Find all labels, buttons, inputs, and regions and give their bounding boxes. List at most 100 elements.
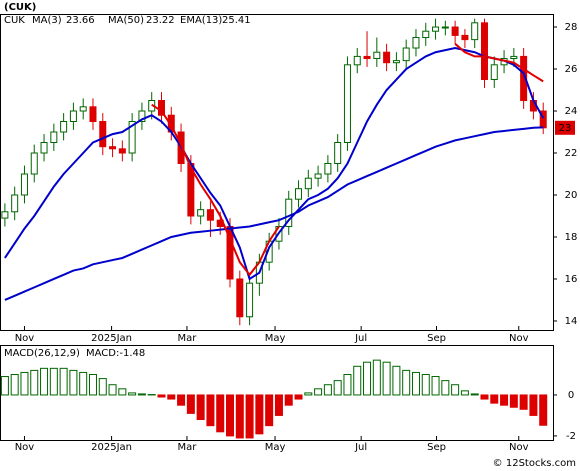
macd-bar: [255, 394, 264, 435]
legend-name: EMA(13): [180, 15, 222, 26]
x-tick-label: Jul: [354, 333, 367, 344]
macd-bar: [49, 367, 58, 396]
chart-title: (CUK): [4, 2, 36, 13]
macd-bar: [411, 371, 420, 396]
candle-body: [69, 110, 77, 123]
candle-body: [157, 100, 165, 116]
candle-body: [206, 209, 214, 221]
macd-bar: [304, 392, 313, 396]
macd-bar: [490, 394, 499, 404]
candle-body: [246, 282, 254, 318]
macd-value-label: MACD:-1.48: [86, 348, 145, 359]
x-tick-label: Nov: [15, 442, 35, 453]
candle-body: [324, 162, 332, 175]
macd-bar: [216, 394, 225, 433]
watermark: © 12Stocks.com: [493, 458, 576, 469]
candle-body: [304, 177, 312, 190]
macd-bar: [206, 394, 215, 427]
macd-bar: [284, 394, 293, 406]
candle-body: [99, 121, 107, 148]
y-tick-label: 14: [565, 316, 578, 327]
y-tick-label: 28: [565, 22, 578, 33]
candle-body: [285, 198, 293, 227]
macd-bar: [314, 388, 323, 396]
candle-body: [11, 194, 19, 213]
macd-bar: [20, 371, 29, 396]
macd-bar: [10, 373, 19, 396]
y-tick-label: 16: [565, 274, 578, 285]
legend-ticker: CUK: [4, 15, 25, 26]
candle-body: [451, 26, 459, 36]
macd-bar: [353, 365, 362, 396]
y-tick-label: 22: [565, 148, 578, 159]
candle-body: [363, 55, 371, 60]
macd-bar: [157, 394, 166, 398]
macd-bar: [500, 394, 509, 406]
macd-bar: [59, 367, 68, 396]
last-price-box: [555, 120, 575, 135]
candle-body: [30, 152, 38, 175]
candle-body: [441, 26, 449, 29]
macd-title: MACD(26,12,9): [4, 348, 80, 359]
candle-body: [40, 141, 48, 154]
indicator-line: [151, 43, 544, 277]
indicator-line: [4, 126, 544, 301]
candle-body: [402, 47, 410, 62]
macd-bar: [196, 394, 205, 421]
candle-body: [480, 22, 488, 81]
macd-bar: [509, 394, 518, 408]
x-tick-label: Sep: [427, 333, 446, 344]
macd-bar: [402, 369, 411, 396]
y-tick-label: 0: [568, 390, 574, 401]
candle-body: [295, 188, 303, 200]
macd-bar: [294, 394, 303, 400]
candle-body: [128, 121, 136, 154]
macd-bar: [108, 384, 117, 396]
indicator-line: [4, 46, 545, 281]
macd-bar: [519, 394, 528, 410]
last-price-label: 23: [559, 123, 572, 134]
macd-bar: [177, 394, 186, 406]
macd-bar: [480, 394, 489, 400]
x-tick-label: 2025Jan: [91, 442, 132, 453]
candle-body: [236, 278, 244, 318]
candle-body: [412, 37, 420, 49]
legend-value: 23.66: [66, 15, 95, 26]
macd-bar: [421, 373, 430, 396]
candle-body: [353, 55, 361, 66]
macd-bar: [343, 373, 352, 396]
candle-body: [118, 148, 126, 154]
panel-frame: [0, 345, 554, 441]
x-tick-label: 2025Jan: [91, 333, 132, 344]
x-tick-label: Jul: [354, 442, 367, 453]
candle-body: [422, 30, 430, 39]
x-tick-label: May: [265, 442, 286, 453]
panel-frame: [0, 14, 554, 331]
macd-bar: [265, 394, 274, 427]
candle-body: [60, 121, 68, 133]
candle-body: [50, 131, 58, 143]
macd-bar: [137, 393, 146, 396]
macd-bar: [323, 384, 332, 396]
macd-bar: [539, 394, 548, 426]
candle-body: [1, 211, 9, 219]
macd-bar: [118, 388, 127, 396]
x-tick-label: Mar: [178, 442, 198, 453]
macd-bar: [69, 369, 78, 396]
macd-bar: [245, 394, 254, 439]
candle-body: [138, 110, 146, 123]
macd-bar: [431, 376, 440, 396]
macd-bar: [441, 380, 450, 396]
legend-value: 25.41: [222, 15, 251, 26]
macd-bar: [235, 394, 244, 439]
candle-body: [373, 51, 381, 60]
legend-value: 23.22: [146, 15, 175, 26]
macd-bar: [30, 369, 39, 396]
candle-body: [471, 22, 479, 41]
candle-body: [343, 64, 351, 143]
macd-bar: [451, 384, 460, 396]
y-tick-label: 20: [565, 190, 578, 201]
y-tick-label: -2: [566, 431, 576, 442]
candle-body: [79, 106, 87, 112]
macd-bar: [226, 394, 235, 437]
